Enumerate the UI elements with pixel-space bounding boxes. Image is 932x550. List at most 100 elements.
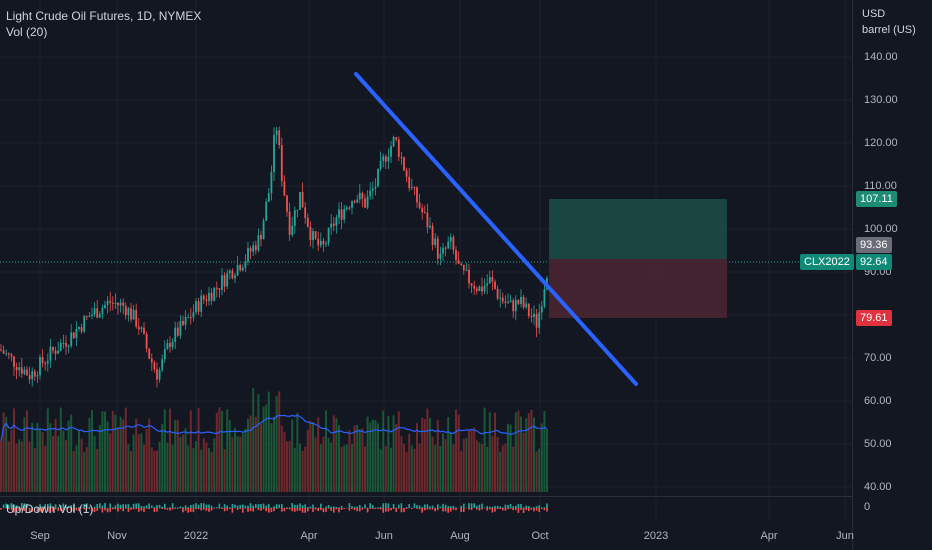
updown-bar bbox=[543, 507, 546, 508]
candle-body bbox=[392, 137, 395, 147]
candle-body bbox=[26, 369, 28, 376]
candle-body bbox=[124, 305, 127, 316]
candle-body bbox=[442, 247, 444, 254]
time-label: Aug bbox=[450, 530, 470, 542]
candle-body bbox=[468, 269, 470, 284]
updown-bar bbox=[442, 503, 444, 508]
volume-bar bbox=[353, 425, 356, 492]
updown-bar bbox=[60, 508, 62, 511]
candle-body bbox=[158, 369, 161, 380]
candle-body bbox=[218, 288, 221, 290]
candle-body bbox=[127, 308, 130, 316]
candle-body bbox=[93, 308, 96, 315]
updown-bar bbox=[236, 505, 239, 508]
updown-bar bbox=[273, 506, 275, 508]
updown-bar bbox=[283, 508, 286, 512]
updown-bar bbox=[174, 508, 176, 509]
updown-bar bbox=[398, 508, 400, 509]
volume-label[interactable]: Vol (20) bbox=[6, 25, 48, 39]
updown-bar bbox=[486, 506, 488, 508]
updown-bar bbox=[281, 504, 283, 508]
updown-bar bbox=[112, 507, 114, 508]
price-chart[interactable] bbox=[0, 0, 852, 550]
updown-bar bbox=[205, 508, 208, 511]
symbol-badge[interactable]: CLX2022 bbox=[800, 254, 854, 270]
updown-bar bbox=[122, 508, 124, 512]
volume-bar bbox=[195, 441, 197, 492]
updown-bar bbox=[348, 503, 351, 508]
updown-bar bbox=[41, 508, 44, 513]
volume-bar bbox=[187, 445, 190, 492]
updown-bar bbox=[512, 506, 514, 508]
entry-price-badge[interactable]: 93.36 bbox=[856, 237, 892, 253]
updown-bar bbox=[252, 505, 254, 508]
stop-loss-badge[interactable]: 79.61 bbox=[856, 310, 892, 326]
updown-bar bbox=[507, 504, 509, 508]
volume-bar bbox=[39, 429, 41, 492]
volume-bar bbox=[18, 439, 21, 492]
updown-bar bbox=[106, 508, 109, 513]
volume-bar bbox=[158, 441, 161, 492]
volume-bar bbox=[322, 436, 325, 492]
updown-bar bbox=[525, 508, 527, 510]
candle-body bbox=[262, 220, 265, 240]
updown-bar bbox=[520, 508, 522, 510]
volume-bar bbox=[189, 410, 192, 492]
updown-bar bbox=[424, 504, 426, 508]
volume-bar bbox=[330, 442, 333, 492]
volume-bar bbox=[150, 447, 153, 492]
volume-bar bbox=[46, 408, 49, 492]
volume-bar bbox=[278, 391, 281, 492]
currency-unit[interactable]: USD barrel (US) bbox=[862, 6, 916, 38]
time-label: Jun bbox=[836, 530, 854, 542]
updown-bar bbox=[379, 507, 382, 508]
updown-bar bbox=[226, 508, 228, 511]
volume-bar bbox=[252, 388, 255, 492]
candle-body bbox=[62, 342, 65, 344]
candle-body bbox=[106, 300, 109, 305]
candle-body bbox=[301, 191, 304, 208]
volume-bar bbox=[221, 410, 223, 492]
axis-border bbox=[852, 0, 853, 550]
updown-bar bbox=[353, 508, 356, 511]
candle-body bbox=[239, 264, 242, 271]
volume-bar bbox=[418, 443, 421, 492]
updown-bar bbox=[437, 508, 439, 511]
take-profit-badge[interactable]: 107.11 bbox=[856, 191, 897, 207]
updown-bar bbox=[101, 508, 104, 513]
updown-bar bbox=[385, 503, 387, 508]
updown-volume-label[interactable]: Up/Down Vol (1) bbox=[6, 502, 94, 516]
updown-bar bbox=[127, 504, 130, 508]
candle-body bbox=[67, 345, 70, 347]
candle-body bbox=[15, 367, 18, 371]
volume-bar bbox=[96, 448, 99, 492]
updown-bar bbox=[252, 508, 254, 512]
target-zone bbox=[549, 199, 727, 259]
last-price-badge[interactable]: 92.64 bbox=[856, 254, 892, 270]
candle-body bbox=[223, 275, 226, 287]
updown-bar bbox=[86, 503, 88, 508]
candle-body bbox=[163, 349, 166, 360]
stop-zone bbox=[549, 259, 727, 318]
price-tick: 70.00 bbox=[864, 352, 892, 364]
candle-body bbox=[273, 134, 275, 173]
updown-bar bbox=[395, 508, 397, 512]
updown-bar bbox=[62, 503, 65, 508]
symbol-title[interactable]: Light Crude Oil Futures, 1D, NYMEX bbox=[6, 9, 202, 23]
updown-bar bbox=[400, 508, 403, 513]
candle-body bbox=[184, 317, 187, 325]
updown-bar bbox=[340, 505, 343, 508]
volume-bar bbox=[49, 423, 52, 492]
updown-bar bbox=[23, 503, 26, 508]
updown-bar bbox=[356, 506, 358, 508]
candle-body bbox=[527, 303, 530, 317]
updown-bar bbox=[351, 506, 353, 508]
updown-bar bbox=[499, 506, 501, 508]
volume-bar bbox=[93, 435, 96, 492]
updown-bar bbox=[429, 506, 431, 508]
updown-bar bbox=[416, 508, 418, 509]
candle-body bbox=[533, 313, 535, 318]
candle-body bbox=[153, 362, 156, 370]
updown-bar bbox=[242, 508, 244, 513]
updown-bar bbox=[335, 508, 338, 510]
